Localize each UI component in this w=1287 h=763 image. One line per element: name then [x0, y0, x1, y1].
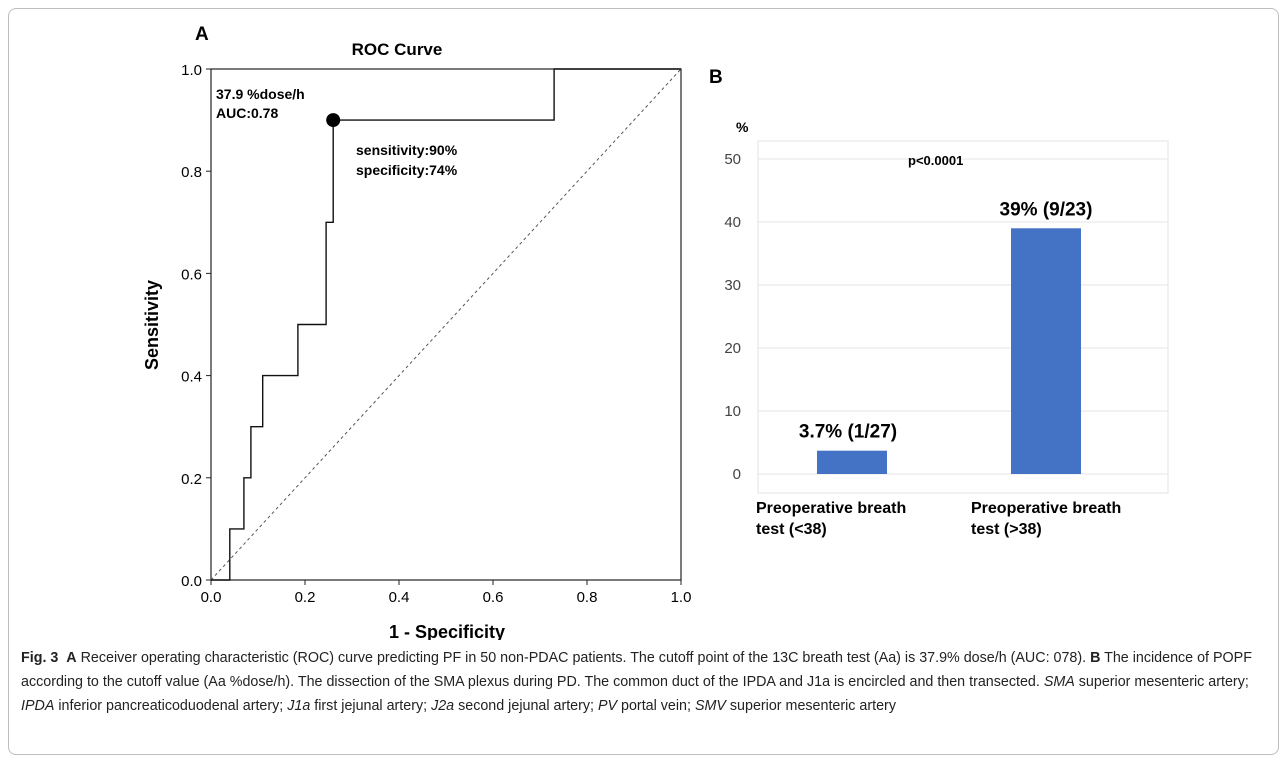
bar-category-labels: Preoperative breath test (<38) Preoperativ…: [756, 500, 1121, 538]
caption-b-text: The incidence of POPF according to the c…: [21, 650, 1252, 690]
bar-data-label: 39% (9/23): [1000, 199, 1093, 220]
roc-specificity-label: specificity:74%: [356, 162, 458, 178]
bar-category-label: Preoperative breath: [756, 500, 906, 517]
bar-panel: B % 0 10 20 30 40 50 3.7% (1/27) 39% (9/23) p<…: [709, 67, 1169, 538]
caption-abbrev-def: superior mesenteric artery;: [1074, 674, 1249, 690]
roc-x-tick-label: 0.4: [389, 589, 410, 606]
bar-series: 3.7% (1/27) 39% (9/23): [799, 199, 1093, 474]
bar-plot-frame: [757, 140, 1169, 494]
roc-y-tick-label: 0.2: [181, 471, 202, 488]
roc-plot-frame: [210, 68, 682, 581]
roc-curve-line: [211, 68, 681, 581]
caption-abbrev-term: SMV: [694, 698, 726, 714]
bar-y-tick-label: 0: [733, 466, 741, 483]
bar-category-label: test (<38): [756, 521, 827, 538]
roc-y-tick-label: 0.6: [181, 266, 202, 283]
caption-a-text: Receiver operating characteristic (ROC) …: [76, 650, 1091, 666]
panel-b-label: B: [709, 67, 723, 88]
caption-abbrev-term: J2a: [431, 698, 455, 714]
figure-chart-area: A ROC Curve 0.0 0.2 0.4 0.6 0.8 1.0 0.0 0.2 0.4…: [142, 24, 1169, 640]
roc-y-tick-label: 1.0: [181, 62, 202, 79]
roc-x-tick-label: 0.6: [483, 589, 504, 606]
caption-abbrev-term: PV: [597, 698, 618, 714]
roc-y-tick-label: 0.8: [181, 164, 202, 181]
roc-chart-title: ROC Curve: [352, 40, 443, 59]
roc-x-ticks: 0.0 0.2 0.4 0.6 0.8 1.0: [201, 580, 692, 606]
roc-x-tick-label: 0.2: [295, 589, 316, 606]
roc-x-tick-label: 0.8: [577, 589, 598, 606]
figure-caption: Fig. 3 A Receiver operating characterist…: [21, 646, 1266, 718]
roc-x-tick-label: 0.0: [201, 589, 222, 606]
bar-y-tick-label: 20: [724, 340, 741, 357]
roc-y-ticks: 0.0 0.2 0.4 0.6 0.8 1.0: [181, 62, 211, 590]
panel-a-label: A: [195, 24, 209, 45]
caption-abbrev-def: second jejunal artery;: [454, 698, 598, 714]
bar-p-value: p<0.0001: [908, 153, 963, 168]
roc-sensitivity-label: sensitivity:90%: [356, 142, 458, 158]
bar-y-tick-label: 10: [724, 403, 741, 420]
bar-y-tick-label: 30: [724, 277, 741, 294]
bar: [1011, 228, 1081, 474]
caption-b-label: B: [1090, 650, 1101, 666]
roc-cutoff-point: [326, 113, 341, 128]
bar-category-label: test (>38): [971, 521, 1042, 538]
roc-cutoff-label: 37.9 %dose/h: [216, 86, 305, 102]
caption-abbreviations: SMA superior mesenteric artery; IPDA inf…: [21, 674, 1249, 714]
bar: [817, 450, 887, 474]
roc-y-tick-label: 0.0: [181, 573, 202, 590]
roc-y-axis-label: Sensitivity: [142, 280, 162, 370]
caption-abbrev-def: inferior pancreaticoduodenal artery;: [54, 698, 288, 714]
bar-category-label: Preoperative breath: [971, 500, 1121, 517]
caption-fig-label: Fig. 3: [21, 650, 59, 666]
caption-abbrev-def: portal vein;: [617, 698, 695, 714]
bar-gridlines: 0 10 20 30 40 50: [724, 151, 1168, 483]
roc-auc-label: AUC:0.78: [216, 105, 278, 121]
roc-panel: A ROC Curve 0.0 0.2 0.4 0.6 0.8 1.0 0.0 0.2 0.4…: [142, 24, 691, 640]
bar-y-tick-label: 50: [724, 151, 741, 168]
caption-a-label: A: [66, 650, 77, 666]
caption-abbrev-def: superior mesenteric artery: [725, 698, 896, 714]
roc-y-tick-label: 0.4: [181, 369, 202, 386]
bar-data-label: 3.7% (1/27): [799, 422, 897, 443]
roc-x-tick-label: 1.0: [671, 589, 692, 606]
roc-x-axis-label: 1 - Specificity: [389, 622, 505, 640]
caption-abbrev-term: J1a: [287, 698, 311, 714]
caption-abbrev-term: IPDA: [21, 698, 55, 714]
caption-abbrev-term: SMA: [1043, 674, 1075, 690]
roc-reference-diagonal: [210, 68, 682, 581]
caption-abbrev-def: first jejunal artery;: [310, 698, 432, 714]
bar-y-tick-label: 40: [724, 214, 741, 231]
bar-y-axis-unit: %: [736, 119, 749, 135]
